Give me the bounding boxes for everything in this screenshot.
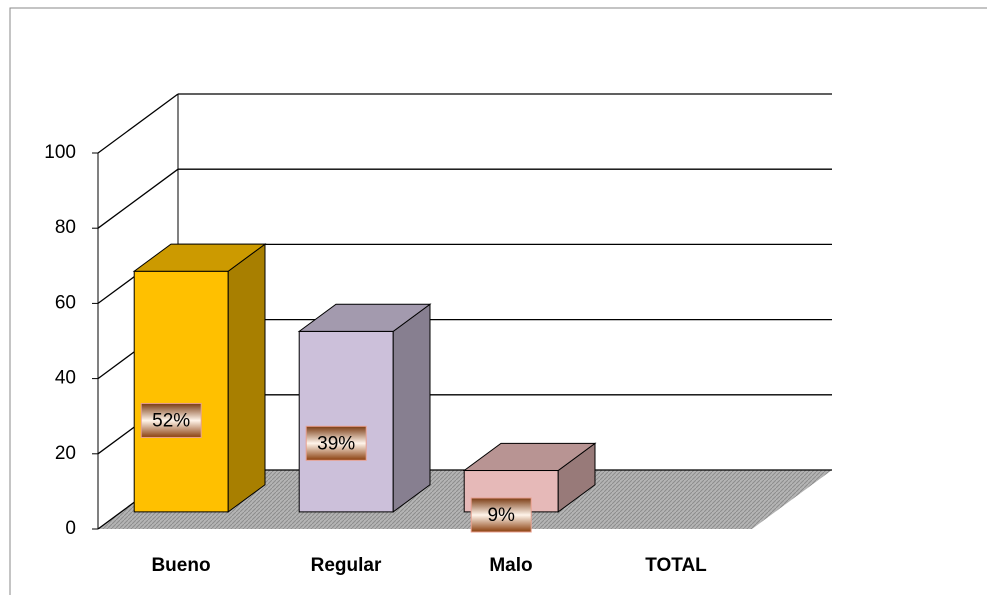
- bar-top: [462, 442, 597, 472]
- y-tick-label: 80: [55, 217, 76, 238]
- bar-front: [133, 270, 229, 513]
- y-tick-label: 20: [55, 443, 76, 464]
- y-tick-label: 60: [55, 292, 76, 313]
- data-label: 9%: [487, 505, 515, 526]
- grid-diagonal: [97, 93, 179, 154]
- y-tick-label: 100: [44, 142, 76, 163]
- label-box: [140, 402, 202, 438]
- bar-side: [227, 243, 266, 513]
- y-tick-label: 0: [65, 518, 76, 539]
- x-tick-label: Bueno: [151, 555, 210, 576]
- frame: [9, 7, 987, 595]
- x-tick-label: Regular: [311, 555, 382, 576]
- bar-side: [392, 303, 431, 513]
- bar-top: [132, 243, 267, 272]
- data-label: 39%: [317, 433, 355, 454]
- data-label: 52%: [152, 410, 190, 431]
- label-box: [305, 425, 367, 461]
- grid-diagonal: [97, 168, 179, 229]
- label-box: [470, 497, 532, 533]
- bar-front: [298, 330, 394, 513]
- x-tick-label: Malo: [489, 555, 532, 576]
- y-tick-label: 40: [55, 368, 76, 389]
- x-tick-label: TOTAL: [645, 555, 707, 576]
- bar-top: [297, 303, 432, 332]
